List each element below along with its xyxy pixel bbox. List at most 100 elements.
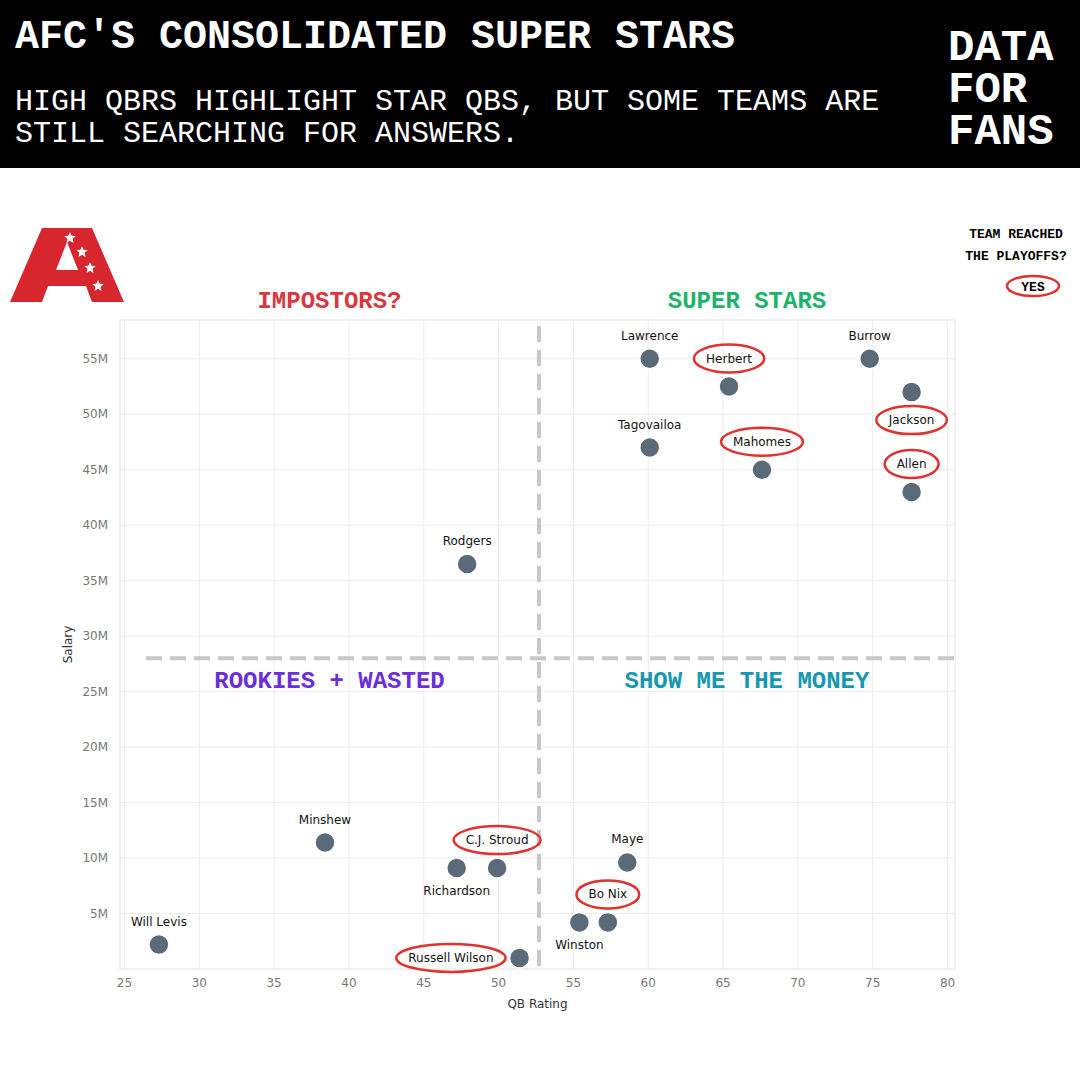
player-point <box>860 349 880 369</box>
logo-star <box>92 280 103 291</box>
y-tick-label: 35M <box>82 574 108 588</box>
playoff-ring <box>694 345 764 373</box>
player-point <box>315 833 335 853</box>
text-line: HIGH QBRS HIGHLIGHT STAR QBS, BUT SOME T… <box>15 85 879 119</box>
player-label: Will Levis <box>131 915 187 929</box>
player-point <box>487 858 507 878</box>
player-point <box>598 912 618 932</box>
plot-frame <box>120 320 955 969</box>
x-tick-label: 30 <box>192 976 207 990</box>
playoff-ring <box>721 428 803 456</box>
grid-line-x <box>199 320 200 969</box>
player-label: Tagovailoa <box>617 418 681 432</box>
player-point <box>902 382 922 402</box>
legend-marker <box>1007 276 1059 296</box>
y-axis-title: Salary <box>61 626 75 664</box>
player-label: Richardson <box>423 884 490 898</box>
x-tick-label: 50 <box>491 976 506 990</box>
player-point <box>752 460 772 480</box>
player-label: Herbert <box>706 352 752 366</box>
legend-title: TEAM REACHED THE PLAYOFFS? <box>965 227 1067 264</box>
grid <box>120 320 955 969</box>
player-point <box>640 438 660 458</box>
chart: AFC'S CONSOLIDATED SUPER STARS HIGH QBRS … <box>0 0 1080 1080</box>
y-tick-label: 10M <box>82 851 108 865</box>
player-point <box>569 912 589 932</box>
y-tick-label: 50M <box>82 407 108 421</box>
subtitle: HIGH QBRS HIGHLIGHT STAR QBS, BUT SOME T… <box>15 85 879 151</box>
logo-hole <box>56 242 78 270</box>
afc-logo <box>10 228 124 302</box>
playoff-ring <box>396 944 505 972</box>
point-labels: LawrenceHerbertBurrowJacksonTagovailoaMa… <box>131 329 947 972</box>
player-point <box>902 482 922 502</box>
player-point <box>719 377 739 397</box>
y-tick-label: 15M <box>82 796 108 810</box>
x-tick-label: 45 <box>416 976 431 990</box>
y-tick-label: 55M <box>82 352 108 366</box>
player-label: Russell Wilson <box>408 951 493 965</box>
player-point <box>149 935 169 955</box>
text-line: THE PLAYOFFS? <box>965 249 1067 264</box>
grid-line-x <box>124 320 125 969</box>
player-point <box>617 852 637 872</box>
playoff-ring <box>885 450 939 478</box>
quadrant-label: ROOKIES + WASTED <box>214 668 444 695</box>
grid-line-x <box>723 320 724 969</box>
x-tick-label: 55 <box>566 976 581 990</box>
logo-star <box>64 232 75 243</box>
grid-line-x <box>797 320 798 969</box>
text-line: FANS <box>948 107 1054 157</box>
player-label: Minshew <box>299 813 352 827</box>
player-point <box>457 554 477 574</box>
x-tick-label: 80 <box>940 976 955 990</box>
header-band <box>0 0 1080 168</box>
quadrant-label: SUPER STARS <box>668 288 826 315</box>
player-label: Lawrence <box>621 329 679 343</box>
x-tick-label: 25 <box>117 976 132 990</box>
quadrant-label: SHOW ME THE MONEY <box>625 668 870 695</box>
grid-line-y <box>120 636 955 637</box>
playoff-ring <box>576 880 639 908</box>
x-tick-label: 70 <box>790 976 805 990</box>
y-tick-label: 5M <box>90 907 108 921</box>
legend-label: YES <box>1021 280 1045 295</box>
y-tick-label: 40M <box>82 518 108 532</box>
grid-line-x <box>274 320 275 969</box>
logo-star <box>76 246 87 257</box>
logo-star <box>84 262 95 273</box>
player-label: Maye <box>611 832 643 846</box>
logo-shape <box>10 228 124 302</box>
y-tick-label: 20M <box>82 740 108 754</box>
grid-line-x <box>348 320 349 969</box>
grid-line-y <box>120 802 955 803</box>
title: AFC'S CONSOLIDATED SUPER STARS <box>15 15 735 60</box>
grid-line-x <box>872 320 873 969</box>
x-tick-label: 65 <box>715 976 730 990</box>
playoff-ring <box>454 826 541 854</box>
quadrant-label: IMPOSTORS? <box>257 288 401 315</box>
playoff-ring <box>876 406 947 434</box>
x-divider <box>537 326 541 969</box>
y-tick-label: 25M <box>82 685 108 699</box>
grid-line-x <box>423 320 424 969</box>
y-tick-label: 30M <box>82 629 108 643</box>
text-line: TEAM REACHED <box>969 227 1063 242</box>
player-label: Jackson <box>888 413 935 427</box>
x-axis-title: QB Rating <box>507 997 567 1011</box>
player-label: Allen <box>897 457 927 471</box>
player-label: Rodgers <box>443 534 492 548</box>
player-label: Winston <box>555 938 603 952</box>
player-point <box>640 349 660 369</box>
grid-line-x <box>573 320 574 969</box>
x-tick-label: 75 <box>865 976 880 990</box>
x-tick-label: 40 <box>341 976 356 990</box>
x-tick-label: 60 <box>641 976 656 990</box>
y-tick-label: 45M <box>82 463 108 477</box>
brand: DATAFORFANS <box>948 23 1054 157</box>
player-label: C.J. Stroud <box>466 833 529 847</box>
marks <box>149 349 922 968</box>
y-divider <box>146 656 960 660</box>
text-line: STILL SEARCHING FOR ANSWERS. <box>15 117 519 151</box>
player-point <box>447 858 467 878</box>
